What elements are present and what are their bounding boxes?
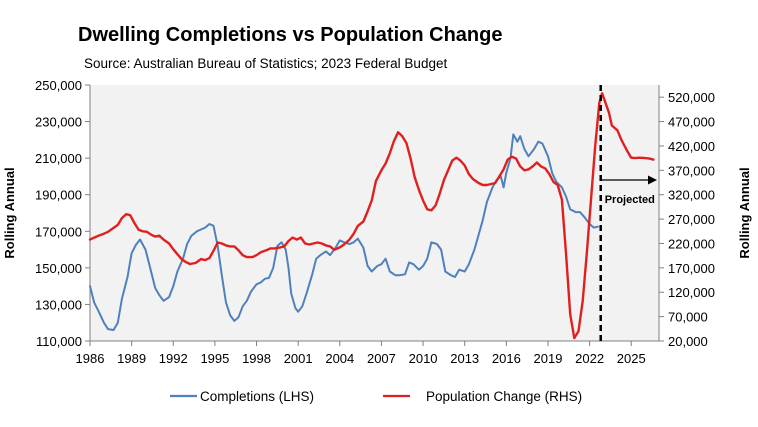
projection-arrow-head <box>648 175 657 185</box>
y-left-tick-label: 190,000 <box>35 188 82 203</box>
x-tick-label: 1986 <box>76 351 105 366</box>
x-tick-label: 1989 <box>117 351 146 366</box>
plot-area <box>90 85 659 341</box>
legend-label-population: Population Change (RHS) <box>426 389 582 404</box>
x-tick-label: 2019 <box>534 351 563 366</box>
x-tick-label: 2001 <box>284 351 313 366</box>
x-tick-label: 2007 <box>367 351 396 366</box>
axes: 110,000 130,000 150,000 170,000 190,000 210,0… <box>35 78 715 366</box>
x-tick-label: 2010 <box>409 351 438 366</box>
legend-label-completions: Completions (LHS) <box>200 389 314 404</box>
chart-title: Dwelling Completions vs Population Chang… <box>78 24 502 46</box>
x-tick-label: 2016 <box>492 351 521 366</box>
x-tick-label: 2013 <box>450 351 479 366</box>
y-right-tick-label: 70,000 <box>668 310 708 325</box>
y-left-tick-label: 250,000 <box>35 78 82 93</box>
y-right-tick-label: 120,000 <box>668 285 715 300</box>
y-right-tick-label: 420,000 <box>668 139 715 154</box>
y-left-tick-label: 210,000 <box>35 151 82 166</box>
projection-label: Projected <box>605 194 655 206</box>
x-tick-label: 2022 <box>575 351 604 366</box>
legend: Completions (LHS) Population Change (RHS) <box>170 389 582 404</box>
y-left-tick-label: 150,000 <box>35 261 82 276</box>
population-change-line <box>88 92 655 340</box>
series-lines <box>88 92 655 340</box>
y-right-tick-label: 20,000 <box>668 334 708 349</box>
y-right-tick-label: 220,000 <box>668 236 715 251</box>
projection-annotation: Projected <box>599 85 657 341</box>
x-tick-label: 2025 <box>617 351 646 366</box>
x-tick-label: 2004 <box>325 351 354 366</box>
y-right-tick-label: 370,000 <box>668 163 715 178</box>
y-left-tick-label: 110,000 <box>36 334 82 349</box>
chart-subtitle: Source: Australian Bureau of Statistics;… <box>84 56 447 71</box>
y-right-tick-label: 170,000 <box>668 261 715 276</box>
y-left-tick-label: 170,000 <box>35 224 82 239</box>
y-right-tick-label: 470,000 <box>668 115 715 130</box>
x-tick-label: 1998 <box>242 351 271 366</box>
y-right-tick-label: 270,000 <box>668 212 715 227</box>
x-tick-label: 1995 <box>200 351 229 366</box>
x-tick-label: 1992 <box>159 351 188 366</box>
y-axis-right-title: Rolling Annual <box>737 167 752 258</box>
y-axis-left-title: Rolling Annual <box>2 167 17 258</box>
y-right-tick-label: 320,000 <box>668 188 715 203</box>
y-left-tick-label: 130,000 <box>35 297 82 312</box>
y-left-tick-label: 230,000 <box>35 115 82 130</box>
y-right-tick-label: 520,000 <box>668 90 715 105</box>
completions-line <box>89 133 599 331</box>
